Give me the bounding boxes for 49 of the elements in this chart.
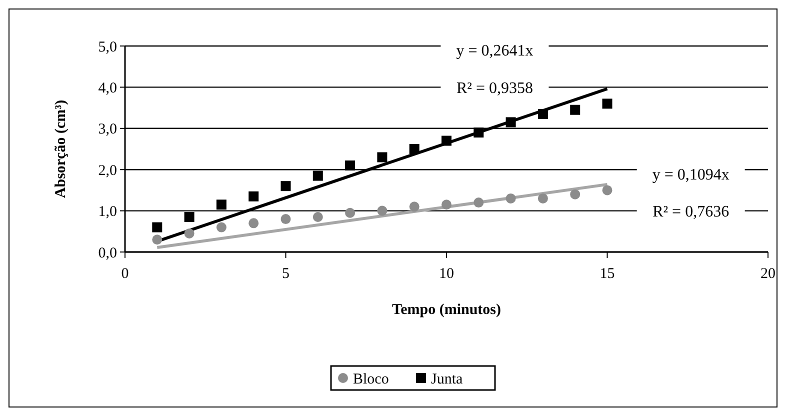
y-tick-label: 0,0: [98, 245, 117, 262]
point: [152, 222, 162, 232]
annotation: y = 0,1094x: [652, 166, 730, 184]
point: [312, 212, 323, 222]
point: [216, 200, 226, 210]
point: [345, 160, 356, 170]
point: [184, 212, 194, 222]
point: [474, 198, 484, 208]
legend-label: Bloco: [353, 371, 389, 388]
point: [312, 170, 323, 181]
annotation: R² = 0,7636: [652, 203, 730, 220]
y-tick-label: 1,0: [98, 204, 117, 220]
point: [538, 193, 548, 204]
point: [538, 108, 548, 119]
x-tick-label: 0: [121, 266, 129, 282]
point: [248, 191, 259, 202]
annotation: y = 0,2641x: [456, 42, 534, 60]
point: [184, 228, 194, 238]
point: [152, 234, 162, 245]
x-tick-label: 10: [439, 266, 454, 282]
point: [570, 189, 580, 200]
point: [280, 181, 291, 192]
x-axis-title: Tempo (minutos): [392, 302, 502, 318]
y-tick-label: 4,0: [98, 80, 117, 96]
y-tick-label: 3,0: [98, 122, 117, 138]
point: [216, 222, 226, 232]
point: [602, 185, 612, 196]
point: [248, 218, 259, 228]
point: [345, 208, 356, 218]
point: [409, 202, 420, 212]
point: [377, 152, 388, 162]
annotation: R² = 0,9358: [456, 80, 533, 97]
x-tick-label: 20: [760, 266, 776, 282]
point: [506, 117, 516, 128]
y-tick-label: 5,0: [98, 39, 117, 56]
point: [377, 206, 388, 216]
x-tick-label: 5: [282, 266, 290, 282]
point: [409, 144, 420, 154]
point: [280, 214, 291, 224]
point: [442, 200, 452, 210]
y-tick-label: 2,0: [98, 162, 117, 179]
point: [506, 193, 516, 204]
x-tick-label: 15: [600, 266, 615, 282]
y-axis-title: Absorção (cm³): [53, 100, 69, 198]
legend-label: Junta: [431, 371, 464, 388]
point: [570, 104, 580, 115]
point: [602, 98, 612, 109]
point: [442, 136, 452, 146]
point: [474, 128, 484, 138]
